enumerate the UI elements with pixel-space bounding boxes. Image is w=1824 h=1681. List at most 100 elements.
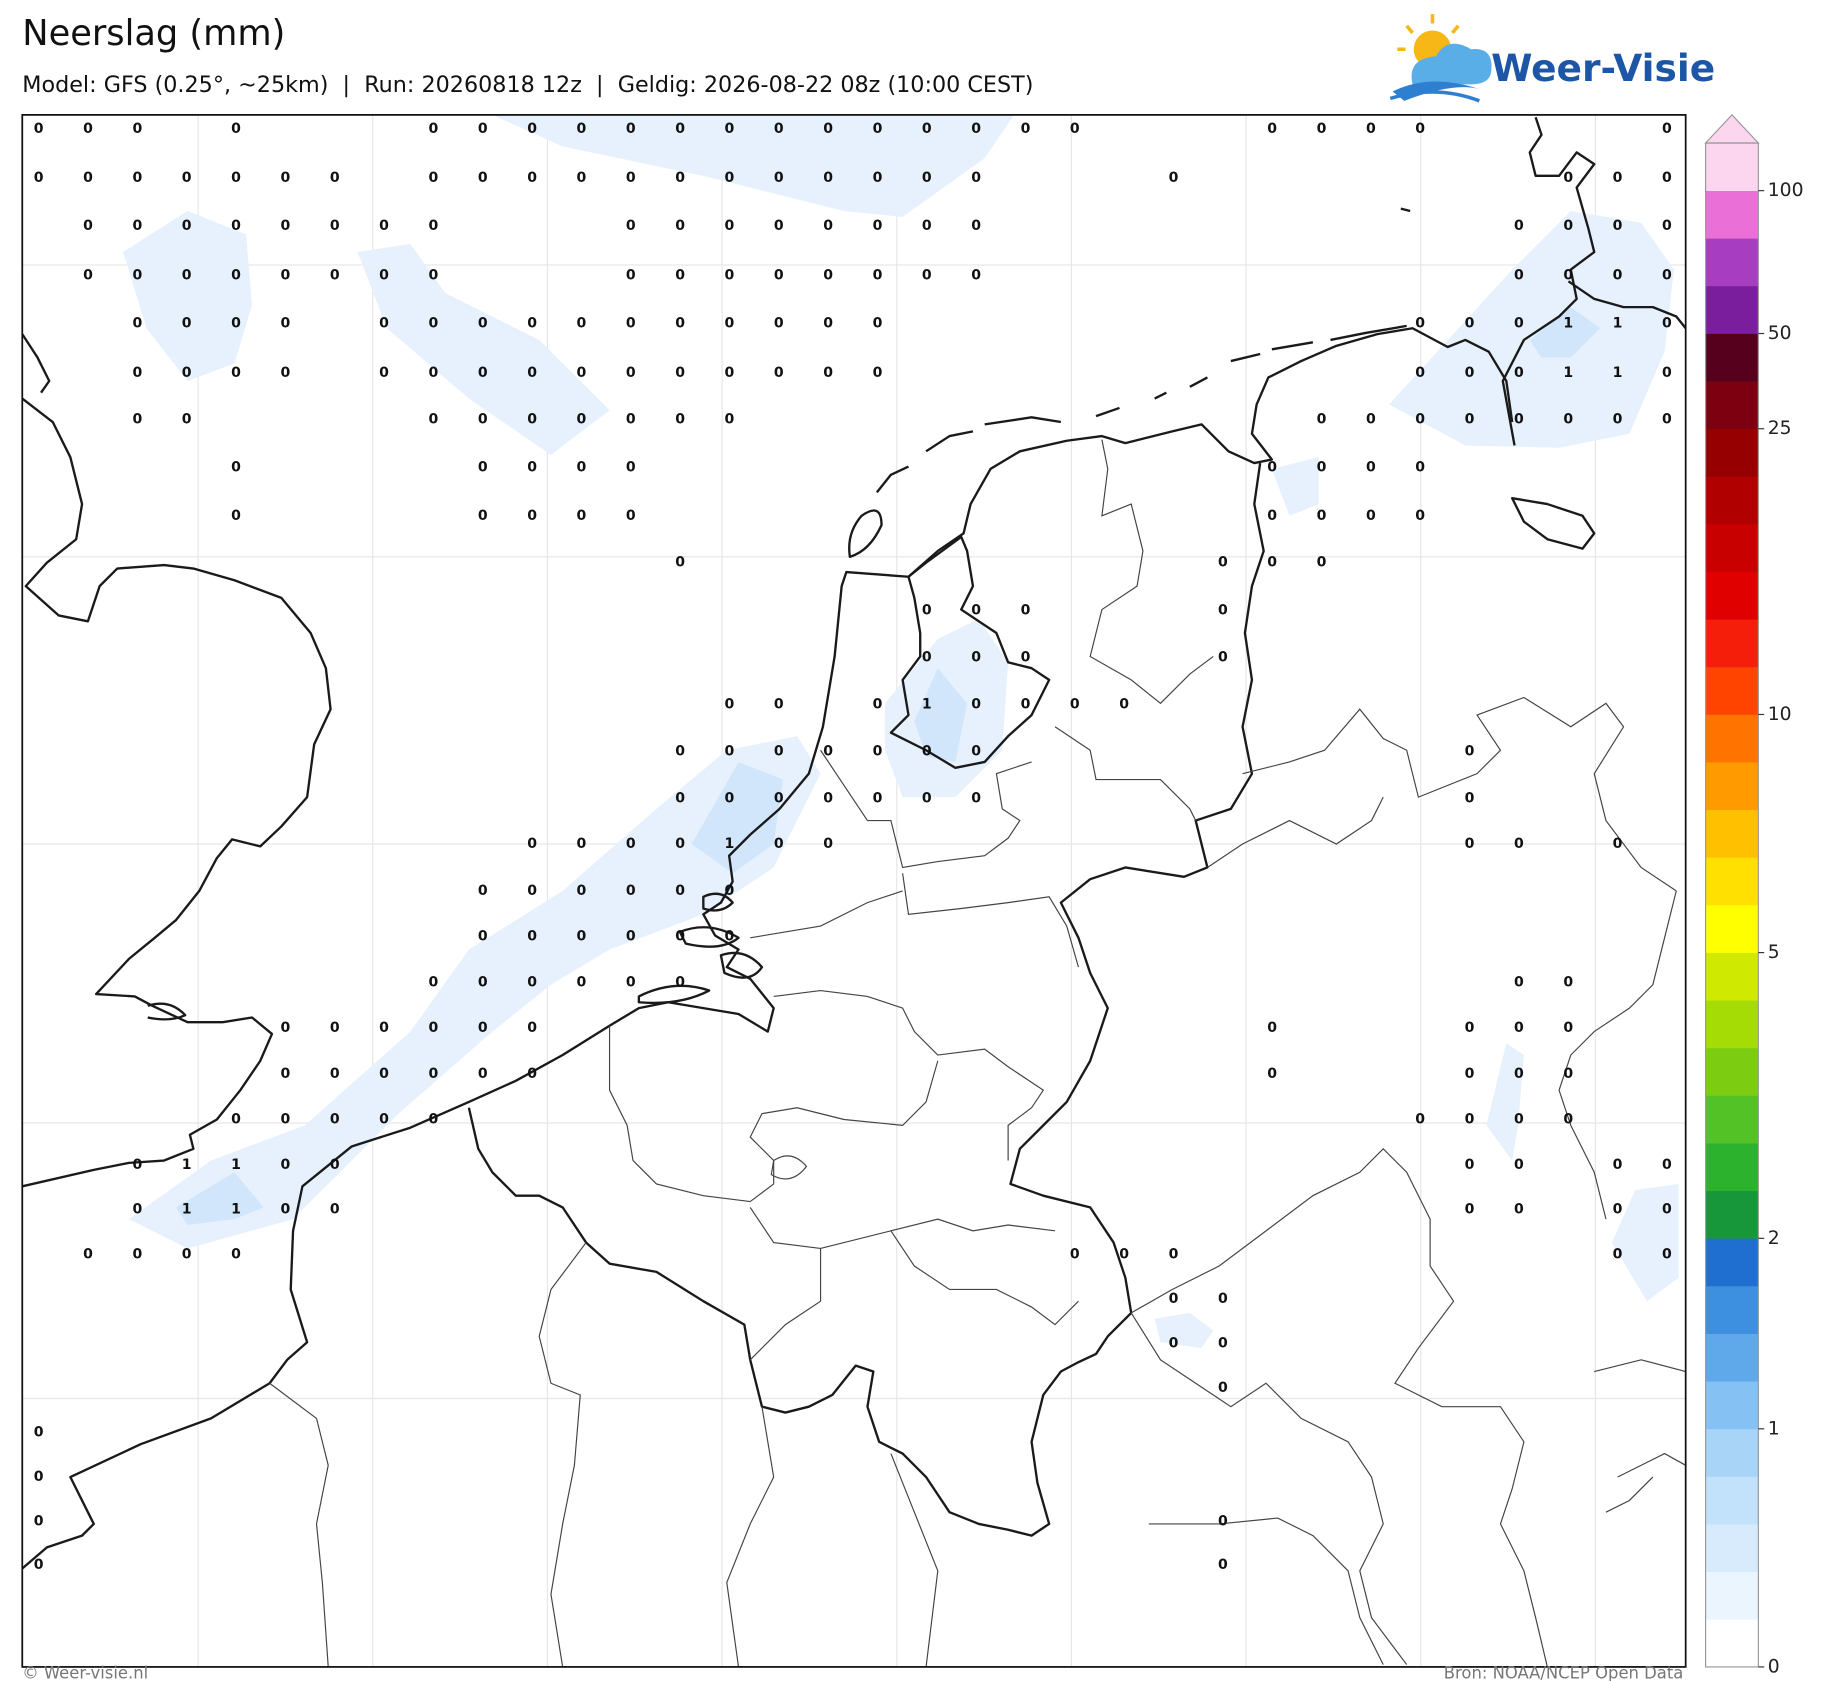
grid-value: 0	[774, 267, 784, 283]
grid-value: 1	[1613, 365, 1623, 381]
grid-value: 0	[132, 412, 142, 428]
grid-value: 0	[34, 121, 44, 137]
grid-value: 0	[1662, 1202, 1672, 1218]
grid-value: 0	[1070, 1246, 1080, 1262]
grid-value: 0	[132, 218, 142, 234]
grid-value: 0	[1267, 121, 1277, 137]
grid-value: 0	[823, 267, 833, 283]
grid-value: 0	[1317, 412, 1327, 428]
grid-value: 0	[182, 412, 192, 428]
grid-value: 0	[330, 218, 340, 234]
grid-value: 0	[1218, 1557, 1228, 1573]
grid-value: 0	[626, 267, 636, 283]
grid-value: 0	[577, 929, 587, 945]
colorbar-segment	[1705, 1285, 1759, 1334]
logo-icon	[1389, 14, 1492, 103]
colorbar-segment	[1705, 1047, 1759, 1096]
grid-value: 0	[1267, 1020, 1277, 1036]
grid-value: 0	[1366, 460, 1376, 476]
grid-value: 0	[379, 267, 389, 283]
colorbar-segment	[1705, 190, 1759, 239]
grid-value: 0	[1218, 603, 1228, 619]
grid-value: 0	[922, 743, 932, 759]
grid-value: 0	[873, 267, 883, 283]
grid-value: 0	[34, 170, 44, 186]
grid-value: 0	[774, 743, 784, 759]
graticule	[22, 114, 1686, 1667]
grid-value: 0	[1317, 508, 1327, 524]
grid-value: 0	[1514, 412, 1524, 428]
grid-value: 0	[675, 365, 685, 381]
grid-value: 0	[873, 697, 883, 713]
grid-value: 0	[429, 412, 439, 428]
grid-value: 0	[675, 121, 685, 137]
grid-value: 0	[231, 267, 241, 283]
grid-value: 0	[1070, 697, 1080, 713]
colorbar-tick-label: 0	[1768, 1656, 1780, 1677]
colorbar-segment	[1705, 1476, 1759, 1525]
grid-value: 0	[577, 365, 587, 381]
grid-value: 0	[527, 365, 537, 381]
grid-value: 0	[577, 836, 587, 852]
grid-value: 0	[922, 603, 932, 619]
grid-value: 0	[1415, 316, 1425, 332]
grid-value: 0	[774, 365, 784, 381]
grid-value: 0	[1514, 218, 1524, 234]
grid-value: 0	[1465, 1020, 1475, 1036]
grid-value: 0	[1662, 218, 1672, 234]
grid-value: 0	[182, 170, 192, 186]
grid-value: 0	[725, 743, 735, 759]
colorbar-segment	[1705, 666, 1759, 715]
grid-value: 0	[873, 316, 883, 332]
grid-value: 0	[1366, 412, 1376, 428]
grid-value: 0	[1514, 365, 1524, 381]
grid-value: 0	[823, 365, 833, 381]
grid-value: 0	[1218, 1514, 1228, 1530]
colorbar-segment	[1705, 1333, 1759, 1382]
grid-value: 0	[675, 218, 685, 234]
grid-value: 0	[1021, 650, 1031, 666]
coastlines	[21, 116, 1687, 1570]
grid-value: 0	[675, 790, 685, 806]
grid-value: 0	[429, 365, 439, 381]
grid-value: 0	[1613, 836, 1623, 852]
colorbar-tick-label: 25	[1768, 418, 1792, 439]
colorbar-tick-label: 10	[1768, 704, 1792, 725]
grid-value: 0	[478, 1020, 488, 1036]
grid-value: 0	[527, 412, 537, 428]
grid-value: 0	[1465, 1202, 1475, 1218]
grid-value: 0	[725, 170, 735, 186]
grid-value: 0	[231, 316, 241, 332]
grid-value: 0	[1317, 555, 1327, 571]
grid-value: 0	[725, 412, 735, 428]
grid-value: 0	[626, 170, 636, 186]
grid-value: 0	[231, 121, 241, 137]
grid-value: 0	[971, 697, 981, 713]
subtitle: Model: GFS (0.25°, ~25km) | Run: 2026081…	[22, 72, 1033, 98]
grid-value: 0	[231, 365, 241, 381]
grid-value: 0	[1021, 697, 1031, 713]
grid-value: 0	[971, 218, 981, 234]
colorbar-segment	[1705, 952, 1759, 1001]
grid-value: 0	[429, 1020, 439, 1036]
grid-value: 0	[823, 170, 833, 186]
grid-value: 0	[429, 267, 439, 283]
colorbar-segment	[1705, 714, 1759, 763]
grid-value: 0	[1415, 365, 1425, 381]
grid-value: 0	[823, 836, 833, 852]
grid-value: 0	[34, 1557, 44, 1573]
grid-value: 0	[1563, 170, 1573, 186]
grid-value: 0	[132, 316, 142, 332]
grid-value: 0	[1613, 412, 1623, 428]
grid-value: 0	[675, 267, 685, 283]
logo-text: Weer-Visie	[1491, 46, 1715, 90]
grid-value: 0	[429, 1066, 439, 1082]
grid-value: 1	[182, 1157, 192, 1173]
grid-value: 0	[725, 883, 735, 899]
grid-value: 0	[429, 218, 439, 234]
grid-value: 0	[1563, 267, 1573, 283]
grid-value: 0	[1662, 170, 1672, 186]
grid-value: 1	[1613, 316, 1623, 332]
grid-value: 0	[971, 650, 981, 666]
colorbar-segment	[1705, 1571, 1759, 1620]
